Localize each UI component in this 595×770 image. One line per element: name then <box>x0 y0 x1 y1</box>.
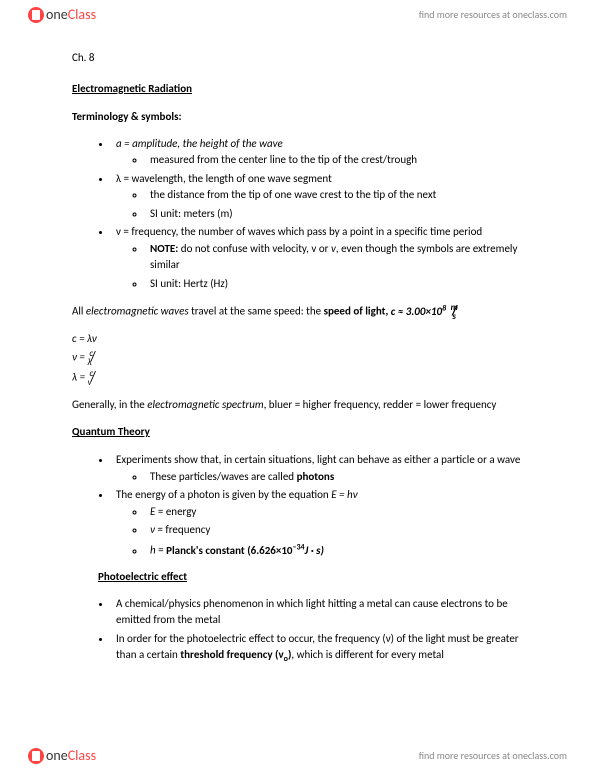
term-amp-head: a = amplitude, the height of the wave <box>116 137 283 150</box>
spec-pre: Generally, in the <box>72 398 147 411</box>
qt-i2-nu: ν = frequency <box>146 522 523 539</box>
footer-brand-one: one <box>46 747 68 764</box>
sol-value: c ≈ 3.00×108 m/s <box>391 305 458 318</box>
document-body: Ch. 8 Electromagnetic Radiation Terminol… <box>72 50 523 675</box>
term-wav-sub1: the distance from the tip of one wave cr… <box>146 187 523 204</box>
qt-i1-bold: photons <box>297 470 335 483</box>
brand-one: one <box>46 6 68 23</box>
qt-i2-e: E = energy <box>146 504 523 521</box>
qt-e-txt: = energy <box>155 505 196 518</box>
qt-item1: Experiments show that, in certain situat… <box>112 452 523 485</box>
sol-mid: travel at the same speed: the <box>189 305 324 318</box>
qt-h-const: Planck's constant (6.626×10−34J · s) <box>166 544 324 557</box>
pe-item2: In order for the photoelectric effect to… <box>112 631 523 666</box>
term-wavelength: λ = wavelength, the length of one wave s… <box>112 171 523 223</box>
spectrum-para: Generally, in the electromagnetic spectr… <box>72 397 523 414</box>
eq-nu-frac: c/λ <box>87 349 93 367</box>
term-amplitude: a = amplitude, the height of the wave me… <box>112 136 523 169</box>
qt-h-bold: Planck's constant (6.626×10 <box>166 544 292 557</box>
header-tagline: find more resources at oneclass.com <box>419 8 567 21</box>
pe-item1: A chemical/physics phenomenon in which l… <box>112 596 523 629</box>
equations-block: c = λν ν = c/λ λ = c/ν <box>72 331 523 388</box>
pe-i2-post: , which is different for every metal <box>291 648 443 661</box>
qt-nu-txt: = frequency <box>155 523 210 536</box>
chapter-label: Ch. 8 <box>72 50 523 67</box>
term-wav-sub2: SI unit: meters (m) <box>146 206 523 223</box>
terminology-list: a = amplitude, the height of the wave me… <box>112 136 523 293</box>
file-icon <box>28 7 44 23</box>
qt-i2-h: h = Planck's constant (6.626×10−34J · s) <box>146 541 523 559</box>
spec-em: electromagnetic spectrum <box>147 398 263 411</box>
note-rest: do not confuse with velocity, v or <box>178 242 331 255</box>
qt-i2-eq: E = hν <box>331 488 357 501</box>
speed-of-light-para: All electromagnetic waves travel at the … <box>72 302 523 321</box>
page-footer: oneClass find more resources at oneclass… <box>0 741 595 770</box>
brand-text: oneClass <box>46 6 96 23</box>
pe-i2-b1: threshold frequency (ν <box>180 648 283 661</box>
term-frequency: ν = frequency, the number of waves which… <box>112 224 523 292</box>
footer-brand-class: Class <box>68 747 96 764</box>
footer-brand-text: oneClass <box>46 747 96 764</box>
photoelectric-list: A chemical/physics phenomenon in which l… <box>112 596 523 666</box>
brand-class: Class <box>68 6 96 23</box>
sol-pre: All <box>72 305 86 318</box>
section-emr-title: Electromagnetic Radiation <box>72 81 523 98</box>
page-header: oneClass find more resources at oneclass… <box>0 0 595 29</box>
qt-i1-pre: These particles/waves are called <box>150 470 297 483</box>
term-freq-head: ν = frequency, the number of waves which… <box>116 225 482 238</box>
term-freq-sub2: SI unit: Hertz (Hz) <box>146 276 523 293</box>
eq-nu: ν = c/λ <box>72 349 523 367</box>
pe-i2-bold: threshold frequency (νo) <box>180 648 291 661</box>
qt-i2-pre: The energy of a photon is given by the e… <box>116 488 331 501</box>
section-pe-title: Photoelectric effect <box>98 569 523 586</box>
sol-em: electromagnetic waves <box>86 305 189 318</box>
qt-item2: The energy of a photon is given by the e… <box>112 487 523 559</box>
section-qt-title: Quantum Theory <box>72 424 523 441</box>
sol-sym: c ≈ 3.00×10 <box>391 305 442 318</box>
qt-i1-sub: These particles/waves are called photons <box>146 469 523 486</box>
sol-bold: speed of light, <box>324 305 391 318</box>
sol-exp: 8 <box>442 303 446 313</box>
qt-h-mid: = <box>156 544 166 557</box>
terminology-title: Terminology & symbols: <box>72 109 523 126</box>
qt-h-tail: J · s) <box>305 544 324 557</box>
footer-file-icon <box>28 748 44 764</box>
footer-brand-logo: oneClass <box>28 747 96 764</box>
eq-nu-lhs: ν = <box>72 351 87 364</box>
spec-post: , bluer = higher frequency, redder = low… <box>264 398 497 411</box>
sol-unit: m/s <box>449 303 458 321</box>
qt-i1-head: Experiments show that, in certain situat… <box>116 453 520 466</box>
eq-c: c = λν <box>72 331 523 348</box>
note-label: NOTE: <box>150 242 178 255</box>
eq-lambda: λ = c/ν <box>72 369 523 387</box>
eq-lam-lhs: λ = <box>72 371 88 384</box>
footer-tagline: find more resources at oneclass.com <box>419 749 567 762</box>
term-wav-head: λ = wavelength, the length of one wave s… <box>116 172 332 185</box>
qt-h-exp: −34 <box>293 542 305 552</box>
term-freq-note: NOTE: do not confuse with velocity, v or… <box>146 241 523 274</box>
quantum-list: Experiments show that, in certain situat… <box>112 452 523 559</box>
eq-lam-frac: c/ν <box>88 369 94 387</box>
term-amp-sub1: measured from the center line to the tip… <box>146 152 523 169</box>
brand-logo: oneClass <box>28 6 96 23</box>
